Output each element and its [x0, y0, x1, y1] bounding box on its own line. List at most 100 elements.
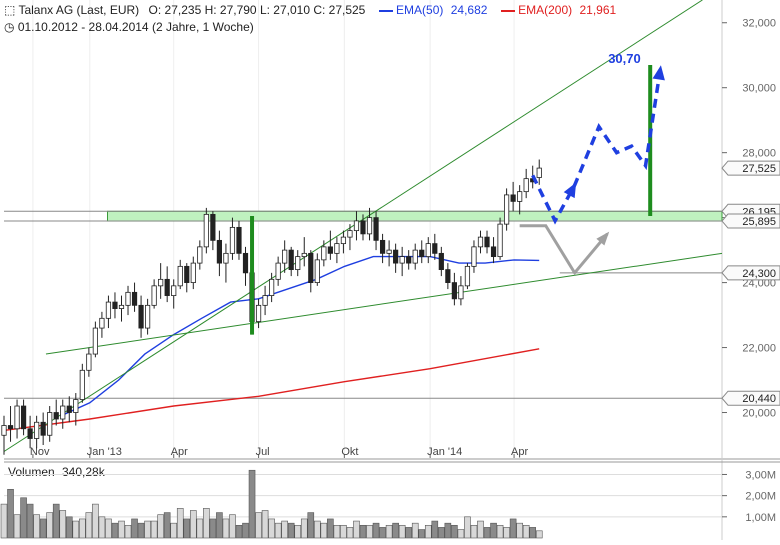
volume-bar [46, 512, 53, 539]
candle [210, 211, 216, 251]
candle [66, 396, 72, 423]
candle [190, 256, 196, 290]
candle [184, 263, 190, 293]
price-level-tag [721, 160, 780, 176]
volume-bar [183, 518, 191, 539]
volume-bar [7, 488, 14, 539]
candle-body [373, 217, 379, 241]
candle-body [353, 220, 360, 232]
candle-body [242, 252, 249, 274]
volume-bar [268, 518, 275, 539]
candle-body [216, 239, 222, 264]
candle-body [138, 304, 144, 329]
volume-bar [33, 514, 40, 539]
candle [7, 406, 14, 442]
candle [334, 237, 340, 264]
x-axis-tick-label: Nov [30, 446, 50, 458]
price-level-label: 27,525 [742, 163, 776, 175]
candle [53, 399, 59, 426]
candle-body [105, 301, 112, 319]
projection-arrow-head-mid [563, 182, 577, 199]
volume-bar [372, 522, 380, 539]
candle-body [445, 269, 451, 283]
candle [20, 399, 27, 436]
candle-body [34, 421, 40, 439]
candle [379, 233, 386, 264]
volume-bar [105, 518, 112, 539]
volume-bar [222, 518, 230, 539]
candle-body [451, 282, 457, 300]
volume-bar [353, 520, 360, 539]
volume-axis-label: 2,00M [745, 491, 776, 503]
candle-body [321, 246, 327, 261]
x-axis-tick-label: Okt [341, 446, 358, 458]
candle [523, 168, 529, 199]
volume-bar [405, 527, 412, 539]
volume-bar [20, 497, 27, 539]
candle-body [308, 252, 314, 283]
price-level-tag [721, 390, 780, 406]
candle-body [360, 220, 366, 235]
volume-bar [274, 522, 282, 539]
candle [282, 240, 288, 273]
candle [295, 250, 301, 277]
candle-body [295, 256, 301, 271]
projection-arrow-head-end [652, 65, 665, 81]
candle-body [158, 278, 164, 287]
candle-body [393, 249, 399, 264]
y-axis-tick-label: 32,000 [742, 18, 776, 30]
y-axis-tick-label: 20,000 [742, 408, 776, 420]
candle [490, 237, 497, 264]
ema200-line [3, 348, 540, 432]
candle-body [386, 249, 392, 254]
volume-bar [59, 510, 67, 539]
resistance-zone [107, 210, 723, 222]
candle [112, 292, 118, 319]
target-price-label: 30,70 [608, 51, 641, 66]
volume-bar [170, 522, 178, 539]
pullback-arrow-line [519, 224, 609, 276]
candle-body [366, 217, 373, 235]
candle-body [1, 425, 7, 436]
projection-path [531, 67, 663, 225]
candle [340, 230, 347, 254]
pullback-arrow-head [596, 231, 610, 246]
ema200-legend-line [500, 9, 515, 12]
candle [262, 285, 268, 316]
candle [386, 240, 392, 267]
candle-body [340, 236, 347, 245]
x-axis-tick-label: Apr [171, 446, 188, 458]
price-level-label: 20,440 [742, 393, 776, 405]
candle-body [464, 265, 471, 287]
candle-body [314, 259, 320, 283]
candle-body [210, 213, 216, 241]
volume-bar [366, 524, 373, 539]
candle [144, 298, 151, 335]
candle [517, 185, 523, 215]
candle-body [236, 226, 242, 254]
candle-body [262, 295, 268, 306]
price-level-label: 24,300 [742, 268, 776, 280]
x-axis-tick-label: Apr [511, 446, 528, 458]
candle [484, 230, 490, 254]
volume-bar [235, 524, 243, 539]
candle [458, 276, 464, 306]
candle [105, 295, 112, 329]
candle-body [47, 412, 53, 436]
volume-bar [242, 522, 249, 539]
candle [308, 250, 314, 293]
volume-bar [176, 508, 184, 539]
candle [412, 243, 418, 270]
volume-bar [248, 469, 256, 539]
candle [432, 233, 438, 260]
candle [471, 240, 477, 273]
volume-bar [203, 508, 210, 539]
ema50-legend-value: 24,682 [450, 3, 488, 17]
candle [223, 243, 229, 283]
candle [158, 263, 164, 299]
volume-bar [483, 527, 491, 539]
candle-body [203, 213, 209, 248]
candle [536, 159, 542, 185]
